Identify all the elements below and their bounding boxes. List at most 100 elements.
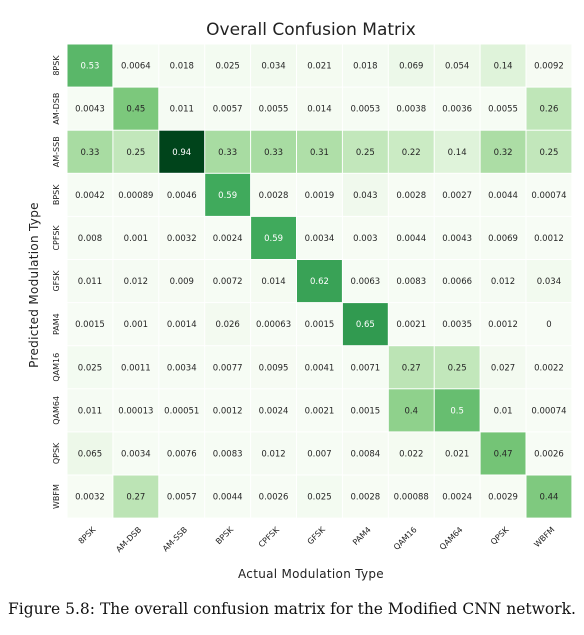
- heatmap-cell: [342, 260, 388, 303]
- cell-value-label: 0.25: [448, 363, 467, 373]
- x-tick-label: QPSK: [489, 525, 511, 547]
- cell-value-label: 0.021: [307, 62, 331, 72]
- heatmap-cell: [526, 130, 572, 173]
- y-tick-label: QPSK: [52, 442, 61, 464]
- y-tick-label: BPSK: [52, 184, 61, 205]
- y-tick-label: 8PSK: [52, 55, 61, 76]
- heatmap-cell: [526, 475, 572, 518]
- heatmap-cell: [434, 432, 480, 475]
- heatmap-cell: [205, 44, 251, 87]
- cell-value-label: 0.01: [494, 406, 513, 416]
- cell-value-label: 0.0064: [121, 62, 151, 72]
- y-tick-label: GFSK: [52, 270, 61, 292]
- heatmap-cell: [205, 130, 251, 173]
- cell-value-label: 0.014: [307, 105, 331, 115]
- cell-value-label: 0.0028: [396, 191, 426, 201]
- heatmap-cell: [297, 303, 342, 346]
- heatmap-cell: [205, 216, 251, 259]
- cell-value-label: 0.003: [353, 234, 377, 244]
- heatmap-cell: [297, 173, 342, 216]
- y-tick-label: CPFSK: [52, 225, 61, 251]
- cell-value-label: 0.14: [494, 62, 513, 72]
- cell-value-label: 0.0038: [396, 105, 426, 115]
- cell-value-label: 0.011: [78, 277, 102, 287]
- x-tick-label: QAM16: [392, 525, 419, 552]
- cell-value-label: 0.00088: [394, 493, 429, 503]
- heatmap-cell: [159, 44, 205, 87]
- cell-value-label: 0.012: [491, 277, 515, 287]
- cell-value-label: 0.034: [261, 62, 285, 72]
- heatmap-cell: [205, 475, 251, 518]
- cell-value-label: 0.0066: [442, 277, 472, 287]
- heatmap-cell: [388, 260, 434, 303]
- y-tick-label: QAM16: [52, 353, 61, 382]
- heatmap-cell: [113, 389, 159, 432]
- heatmap-cell: [297, 87, 342, 130]
- cell-value-label: 0.034: [537, 277, 561, 287]
- heatmap-cell: [113, 432, 159, 475]
- heatmap-cell: [159, 216, 205, 259]
- heatmap-cell: [205, 346, 251, 389]
- cell-value-label: 0.31: [310, 148, 329, 158]
- heatmap-cell: [67, 346, 113, 389]
- cell-value-label: 0.0011: [121, 363, 151, 373]
- confusion-matrix-chart: Overall Confusion Matrix 0.53 0.0064 0.018…: [27, 20, 572, 581]
- cell-value-label: 0.0028: [350, 493, 380, 503]
- heatmap-cell: [251, 173, 296, 216]
- cell-value-label: 0.0034: [167, 363, 197, 373]
- cell-value-label: 0.0055: [259, 105, 289, 115]
- heatmap-cell: [113, 303, 159, 346]
- cell-value-label: 0.94: [172, 148, 191, 158]
- heatmap-cell: [297, 389, 342, 432]
- heatmap-cell: [480, 475, 526, 518]
- x-tick-label: AM-SSB: [161, 525, 189, 553]
- heatmap-cell: [205, 173, 251, 216]
- heatmap-cell: [526, 432, 572, 475]
- cell-value-label: 0.0021: [305, 406, 335, 416]
- heatmap-cell: [388, 432, 434, 475]
- cell-value-label: 0.0083: [396, 277, 426, 287]
- cell-value-label: 0.32: [494, 148, 513, 158]
- cell-value-label: 0.054: [445, 62, 469, 72]
- heatmap-cell: [434, 44, 480, 87]
- chart-title: Overall Confusion Matrix: [206, 20, 416, 40]
- cell-value-label: 0.44: [539, 493, 558, 503]
- cell-value-label: 0.00074: [531, 191, 566, 201]
- cell-value-label: 0.0012: [488, 320, 518, 330]
- heatmap-cell: [526, 346, 572, 389]
- heatmap-cell: [388, 303, 434, 346]
- cell-value-label: 0.0072: [213, 277, 243, 287]
- heatmap-cell: [159, 303, 205, 346]
- cell-value-label: 0.0032: [167, 234, 197, 244]
- heatmap-cell: [251, 87, 296, 130]
- y-tick-label: WBFM: [52, 484, 61, 509]
- heatmap-cell: [159, 346, 205, 389]
- cell-value-label: 0.0044: [488, 191, 518, 201]
- heatmap-cell: [480, 87, 526, 130]
- heatmap-cell: [342, 346, 388, 389]
- cell-value-label: 0.0021: [396, 320, 426, 330]
- cell-value-label: 0.00063: [256, 320, 291, 330]
- cell-value-label: 0.0057: [167, 493, 197, 503]
- cell-value-label: 0.011: [170, 105, 194, 115]
- cell-value-label: 0.00074: [531, 406, 566, 416]
- heatmap-cell: [251, 216, 296, 259]
- heatmap-cell: [434, 173, 480, 216]
- cell-value-label: 0.45: [126, 105, 145, 115]
- cell-value-label: 0.025: [307, 493, 331, 503]
- cell-value-label: 0.25: [126, 148, 145, 158]
- heatmap-cell: [526, 173, 572, 216]
- cell-value-label: 0.014: [261, 277, 285, 287]
- cell-value-label: 0.012: [261, 449, 285, 459]
- cell-value-label: 0.59: [264, 234, 283, 244]
- heatmap-cell: [251, 260, 296, 303]
- heatmap-cell: [67, 475, 113, 518]
- cell-value-label: 0.0032: [75, 493, 105, 503]
- heatmap-cell: [342, 44, 388, 87]
- heatmap-cell: [297, 260, 342, 303]
- cell-value-label: 0.0026: [259, 493, 289, 503]
- cell-value-label: 0.0014: [167, 320, 197, 330]
- cell-value-label: 0.0015: [75, 320, 105, 330]
- heatmap-cell: [113, 173, 159, 216]
